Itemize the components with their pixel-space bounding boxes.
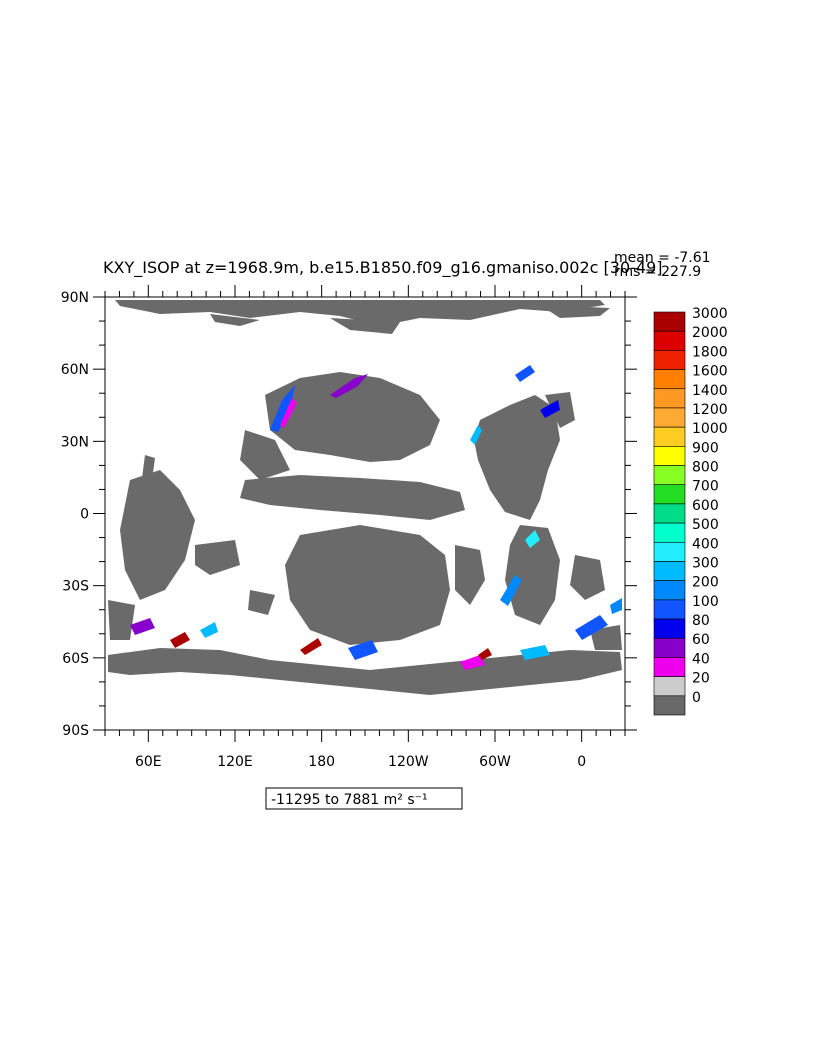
colorbar-label: 100 <box>692 594 719 610</box>
colorbar-label: 300 <box>692 555 719 571</box>
colorbar-swatch <box>653 599 686 620</box>
lon-tick-label: 0 <box>577 754 586 770</box>
colorbar-swatch <box>653 311 686 332</box>
colorbar-swatch <box>653 330 686 351</box>
range-label: -11295 to 7881 m² s⁻¹ <box>271 792 428 808</box>
lat-tick-label: 60N <box>61 362 89 378</box>
lon-tick-label: 120W <box>388 754 429 770</box>
lon-tick-label: 180 <box>308 754 335 770</box>
colorbar-label: 900 <box>692 440 719 456</box>
colorbar-label: 3000 <box>692 306 728 322</box>
hotspot-marks <box>130 365 622 670</box>
lat-tick-label: 90N <box>61 290 89 306</box>
colorbar-swatch <box>653 465 686 486</box>
map-panel <box>104 296 626 731</box>
lat-tick-label: 30S <box>62 579 89 595</box>
colorbar-swatch <box>653 561 686 581</box>
colorbar-label: 200 <box>692 575 719 591</box>
lon-tick-label: 60E <box>135 754 162 770</box>
colorbar-swatch <box>653 695 686 716</box>
colorbar-swatch <box>653 350 686 370</box>
lat-tick-label: 30N <box>61 434 89 450</box>
colorbar-label: 600 <box>692 498 719 514</box>
colorbar-swatch <box>653 522 686 543</box>
mean-stat: mean = -7.61 <box>614 250 711 266</box>
colorbar-label: 0 <box>692 690 701 706</box>
field-patches <box>108 300 622 695</box>
colorbar-swatch <box>653 676 686 697</box>
colorbar-swatch <box>653 388 686 409</box>
longitude-labels: 60E 120E 180 120W 60W 0 <box>135 754 586 770</box>
colorbar-swatch <box>653 426 686 447</box>
colorbar-label: 500 <box>692 517 719 533</box>
lat-tick-label: 60S <box>62 651 89 667</box>
lon-tick-label: 120E <box>217 754 253 770</box>
range-label-box <box>265 787 463 810</box>
colorbar-label: 2000 <box>692 325 728 341</box>
lon-tick-label: 60W <box>479 754 511 770</box>
colorbar-swatch <box>653 657 686 677</box>
colorbar-label: 400 <box>692 536 719 552</box>
colorbar-swatch <box>653 484 686 505</box>
colorbar-swatch <box>653 541 686 562</box>
colorbar-label: 20 <box>692 671 710 687</box>
colorbar-label: 80 <box>692 613 710 629</box>
colorbar: 3000200018001600140012001000900800700600… <box>653 306 728 716</box>
axis-ticks <box>93 285 637 742</box>
lat-tick-label: 90S <box>62 723 89 739</box>
colorbar-swatch <box>653 637 686 658</box>
colorbar-swatch <box>653 580 686 601</box>
colorbar-swatch <box>653 369 686 390</box>
colorbar-label: 40 <box>692 651 710 667</box>
colorbar-label: 800 <box>692 460 719 476</box>
latitude-labels: 90N 60N 30N 0 30S 60S 90S <box>61 290 89 739</box>
colorbar-label: 1200 <box>692 402 728 418</box>
colorbar-swatch <box>653 446 686 466</box>
plot-title: KXY_ISOP at z=1968.9m, b.e15.B1850.f09_g… <box>103 258 663 278</box>
colorbar-label: 1400 <box>692 383 728 399</box>
colorbar-swatch <box>653 407 686 428</box>
rms-stat: rms = 227.9 <box>614 264 701 280</box>
colorbar-label: 700 <box>692 479 719 495</box>
lat-tick-label: 0 <box>80 507 89 523</box>
colorbar-label: 1600 <box>692 364 728 380</box>
colorbar-label: 1000 <box>692 421 728 437</box>
colorbar-label: 1800 <box>692 344 728 360</box>
colorbar-swatch <box>653 618 686 639</box>
colorbar-swatch <box>653 503 686 524</box>
colorbar-label: 60 <box>692 632 710 648</box>
